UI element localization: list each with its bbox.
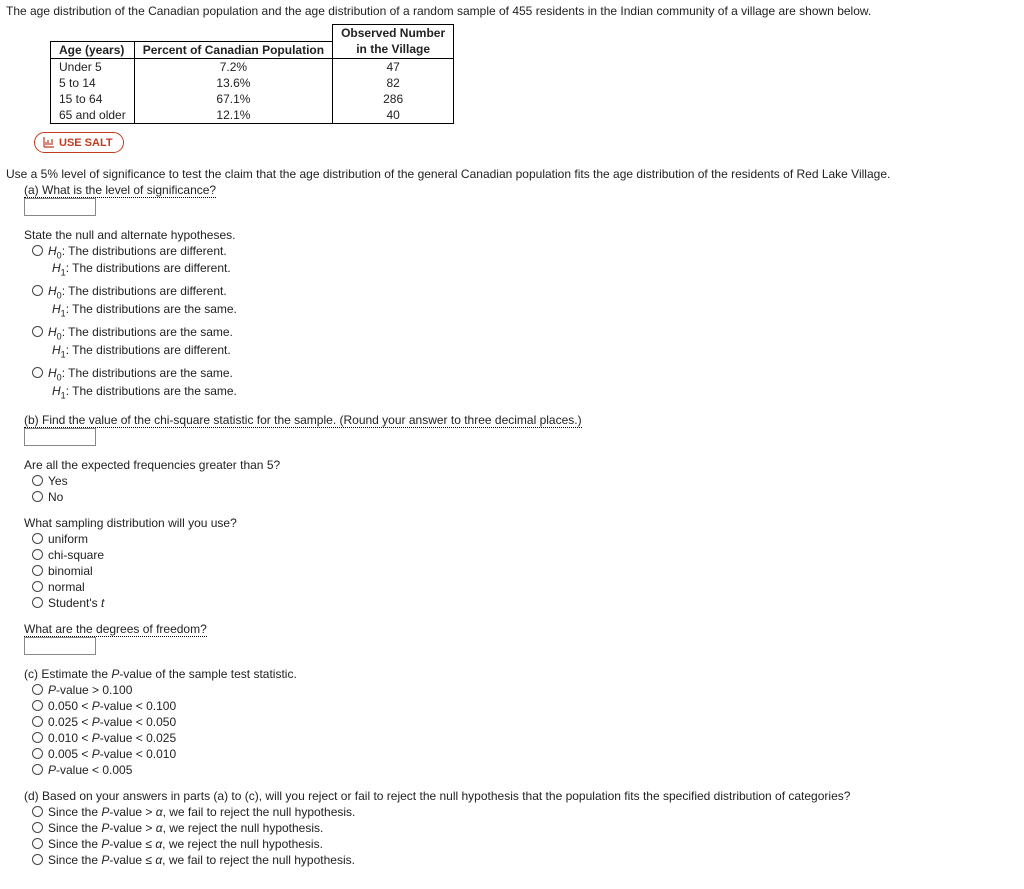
h1-text: The distributions are different.: [72, 261, 231, 275]
radio-icon: [32, 764, 43, 775]
pvalue-option[interactable]: P-value < 0.005: [32, 763, 1018, 777]
yes-label: Yes: [48, 474, 68, 488]
no-label: No: [48, 490, 63, 504]
radio-icon: [32, 533, 43, 544]
radio-icon: [32, 367, 43, 378]
radio-icon: [32, 581, 43, 592]
decision-option[interactable]: Since the P-value > α, we reject the nul…: [32, 821, 1018, 835]
pvalue-option[interactable]: 0.025 < P-value < 0.050: [32, 715, 1018, 729]
radio-icon: [32, 716, 43, 727]
sampling-label: chi-square: [48, 548, 104, 562]
sampling-option[interactable]: Student's t: [32, 596, 1018, 610]
part-b-question: (b) Find the value of the chi-square sta…: [24, 413, 582, 428]
part-d-question: (d) Based on your answers in parts (a) t…: [24, 789, 1018, 803]
main-prompt: Use a 5% level of significance to test t…: [6, 167, 1018, 181]
h0-text: The distributions are different.: [68, 244, 227, 258]
radio-icon: [32, 475, 43, 486]
table-cell: 13.6%: [134, 75, 332, 91]
decision-option[interactable]: Since the P-value ≤ α, we fail to reject…: [32, 853, 1018, 867]
radio-icon: [32, 491, 43, 502]
radio-icon: [32, 597, 43, 608]
radio-icon: [32, 732, 43, 743]
df-question: What are the degrees of freedom?: [24, 622, 207, 637]
table-cell: 40: [333, 107, 454, 124]
df-input[interactable]: [24, 637, 96, 655]
radio-icon: [32, 700, 43, 711]
table-cell: Under 5: [51, 58, 135, 75]
sampling-option[interactable]: uniform: [32, 532, 1018, 546]
col3-header-top: Observed Number: [333, 25, 454, 42]
col1-header: Age (years): [51, 41, 135, 58]
age-distribution-table: Observed Number Age (years) Percent of C…: [50, 24, 454, 124]
pvalue-option[interactable]: P-value > 0.100: [32, 683, 1018, 697]
chart-icon: [43, 136, 55, 148]
h1-text: The distributions are different.: [72, 343, 231, 357]
expected-freq-question: Are all the expected frequencies greater…: [24, 458, 1018, 472]
col2-header: Percent of Canadian Population: [134, 41, 332, 58]
radio-icon: [32, 549, 43, 560]
part-c-question: (c) Estimate the P-value of the sample t…: [24, 667, 1018, 681]
state-hypotheses-label: State the null and alternate hypotheses.: [24, 228, 1018, 242]
radio-icon: [32, 245, 43, 256]
h1-text: The distributions are the same.: [72, 302, 237, 316]
hypothesis-option[interactable]: H0: The distributions are the same. H1: …: [32, 366, 1018, 401]
table-cell: 12.1%: [134, 107, 332, 124]
table-cell: 65 and older: [51, 107, 135, 124]
chi-square-input[interactable]: [24, 428, 96, 446]
table-cell: 5 to 14: [51, 75, 135, 91]
sampling-label: uniform: [48, 532, 88, 546]
table-cell: 7.2%: [134, 58, 332, 75]
radio-icon: [32, 748, 43, 759]
pvalue-option[interactable]: 0.005 < P-value < 0.010: [32, 747, 1018, 761]
sampling-dist-question: What sampling distribution will you use?: [24, 516, 1018, 530]
table-cell: 67.1%: [134, 91, 332, 107]
radio-icon: [32, 838, 43, 849]
table-cell: 286: [333, 91, 454, 107]
decision-option[interactable]: Since the P-value ≤ α, we reject the nul…: [32, 837, 1018, 851]
decision-option[interactable]: Since the P-value > α, we fail to reject…: [32, 805, 1018, 819]
table-cell: 47: [333, 58, 454, 75]
intro-text: The age distribution of the Canadian pop…: [6, 4, 1018, 18]
part-a-question: (a) What is the level of significance?: [24, 183, 216, 198]
expected-yes-option[interactable]: Yes: [32, 474, 1018, 488]
use-salt-label: USE SALT: [59, 137, 113, 149]
pvalue-option[interactable]: 0.010 < P-value < 0.025: [32, 731, 1018, 745]
radio-icon: [32, 285, 43, 296]
sampling-label: binomial: [48, 564, 93, 578]
radio-icon: [32, 854, 43, 865]
significance-input[interactable]: [24, 198, 96, 216]
sampling-option[interactable]: normal: [32, 580, 1018, 594]
radio-icon: [32, 565, 43, 576]
radio-icon: [32, 326, 43, 337]
h1-text: The distributions are the same.: [72, 384, 237, 398]
radio-icon: [32, 684, 43, 695]
sampling-label: normal: [48, 580, 85, 594]
radio-icon: [32, 822, 43, 833]
hypothesis-option[interactable]: H0: The distributions are different. H1:…: [32, 244, 1018, 279]
use-salt-button[interactable]: USE SALT: [34, 132, 124, 153]
table-cell: 15 to 64: [51, 91, 135, 107]
pvalue-option[interactable]: 0.050 < P-value < 0.100: [32, 699, 1018, 713]
sampling-option[interactable]: chi-square: [32, 548, 1018, 562]
h0-text: The distributions are the same.: [68, 366, 233, 380]
col3-header-bottom: in the Village: [333, 41, 454, 58]
sampling-option[interactable]: binomial: [32, 564, 1018, 578]
table-cell: 82: [333, 75, 454, 91]
hypothesis-option[interactable]: H0: The distributions are different. H1:…: [32, 284, 1018, 319]
radio-icon: [32, 806, 43, 817]
h0-text: The distributions are the same.: [68, 325, 233, 339]
expected-no-option[interactable]: No: [32, 490, 1018, 504]
h0-text: The distributions are different.: [68, 284, 227, 298]
hypothesis-option[interactable]: H0: The distributions are the same. H1: …: [32, 325, 1018, 360]
